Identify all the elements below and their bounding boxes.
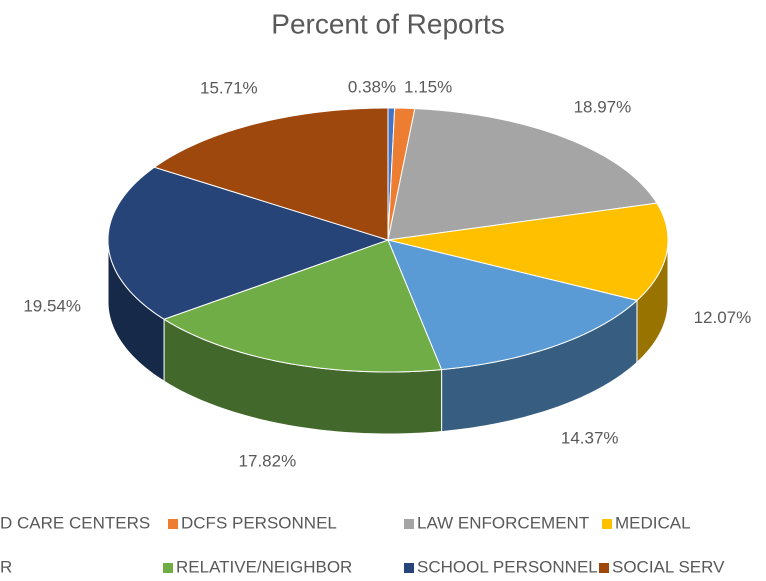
data-label: 14.37%: [561, 429, 619, 448]
data-label: 12.07%: [694, 308, 752, 327]
data-label: 1.15%: [404, 77, 452, 96]
data-label: 18.97%: [574, 97, 632, 116]
legend-marker: [404, 563, 414, 573]
slice: [387, 202, 669, 301]
data-label: 15.71%: [200, 78, 258, 97]
legend-label: D CARE CENTERS: [0, 513, 150, 532]
legend-label: DCFS PERSONNEL: [181, 513, 337, 532]
data-label: 17.82%: [239, 452, 297, 471]
legend-marker: [404, 519, 414, 529]
legend-label: MEDICAL: [615, 513, 691, 532]
slice: [107, 166, 390, 320]
legend-marker: [168, 519, 178, 529]
slice: [387, 108, 658, 241]
data-label: 19.54%: [23, 297, 81, 316]
legend-label: LAW ENFORCEMENT: [417, 513, 589, 532]
legend-marker: [599, 563, 609, 573]
legend-label: SCHOOL PERSONNEL: [417, 557, 598, 576]
slice: [387, 239, 638, 371]
legend-marker: [163, 563, 173, 573]
legend-label: RELATIVE/NEIGHBOR: [176, 557, 352, 576]
legend-marker: [602, 519, 612, 529]
data-label: 0.38%: [348, 77, 396, 96]
chart-title: Percent of Reports: [271, 8, 504, 39]
slice: [162, 239, 443, 373]
slice: [153, 107, 389, 241]
legend-label: R: [0, 557, 12, 576]
legend-label: SOCIAL SERV: [612, 557, 725, 576]
